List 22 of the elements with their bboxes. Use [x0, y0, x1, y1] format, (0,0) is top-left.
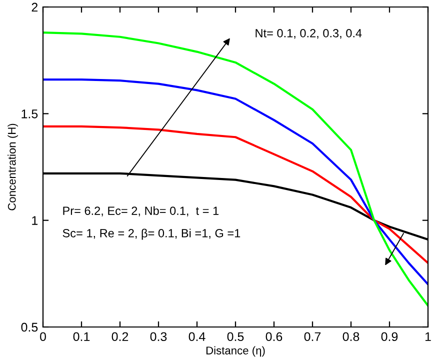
x-tick-label: 0.4 [188, 332, 206, 342]
y-tick-label: 1 [32, 216, 38, 225]
x-tick-label: 0.1 [73, 332, 90, 342]
x-tick-label: 0.6 [266, 332, 282, 342]
x-tick-label: 0.8 [342, 332, 360, 342]
x-tick-label: 0.2 [112, 332, 128, 342]
x-tick-label: 0.9 [381, 332, 398, 342]
line-series [43, 125, 428, 264]
y-tick-label: 1.5 [22, 110, 38, 118]
x-tick-label: 0.3 [150, 332, 167, 342]
annotation: Nt= 0.1, 0.2, 0.3, 0.4 [256, 29, 362, 39]
x-tick-label: 1 [425, 332, 431, 341]
x-tick-label: 0.5 [227, 332, 244, 342]
y-tick-label: 0.5 [21, 322, 38, 332]
line-series [43, 78, 428, 286]
annotation: Sc= 1, Re = 2, β= 0.1, Bi =1, G =1 [62, 228, 240, 240]
x-tick-label: 0 [40, 332, 46, 342]
y-axis-title: Concentration (H) [8, 124, 18, 210]
x-tick-label: 0.7 [304, 332, 321, 342]
x-axis-title: Distance (η) [206, 346, 265, 357]
annotation: Pr= 6.2, Ec= 2, Nb= 0.1, t = 1 [63, 206, 219, 216]
y-tick-label: 2 [32, 2, 38, 12]
